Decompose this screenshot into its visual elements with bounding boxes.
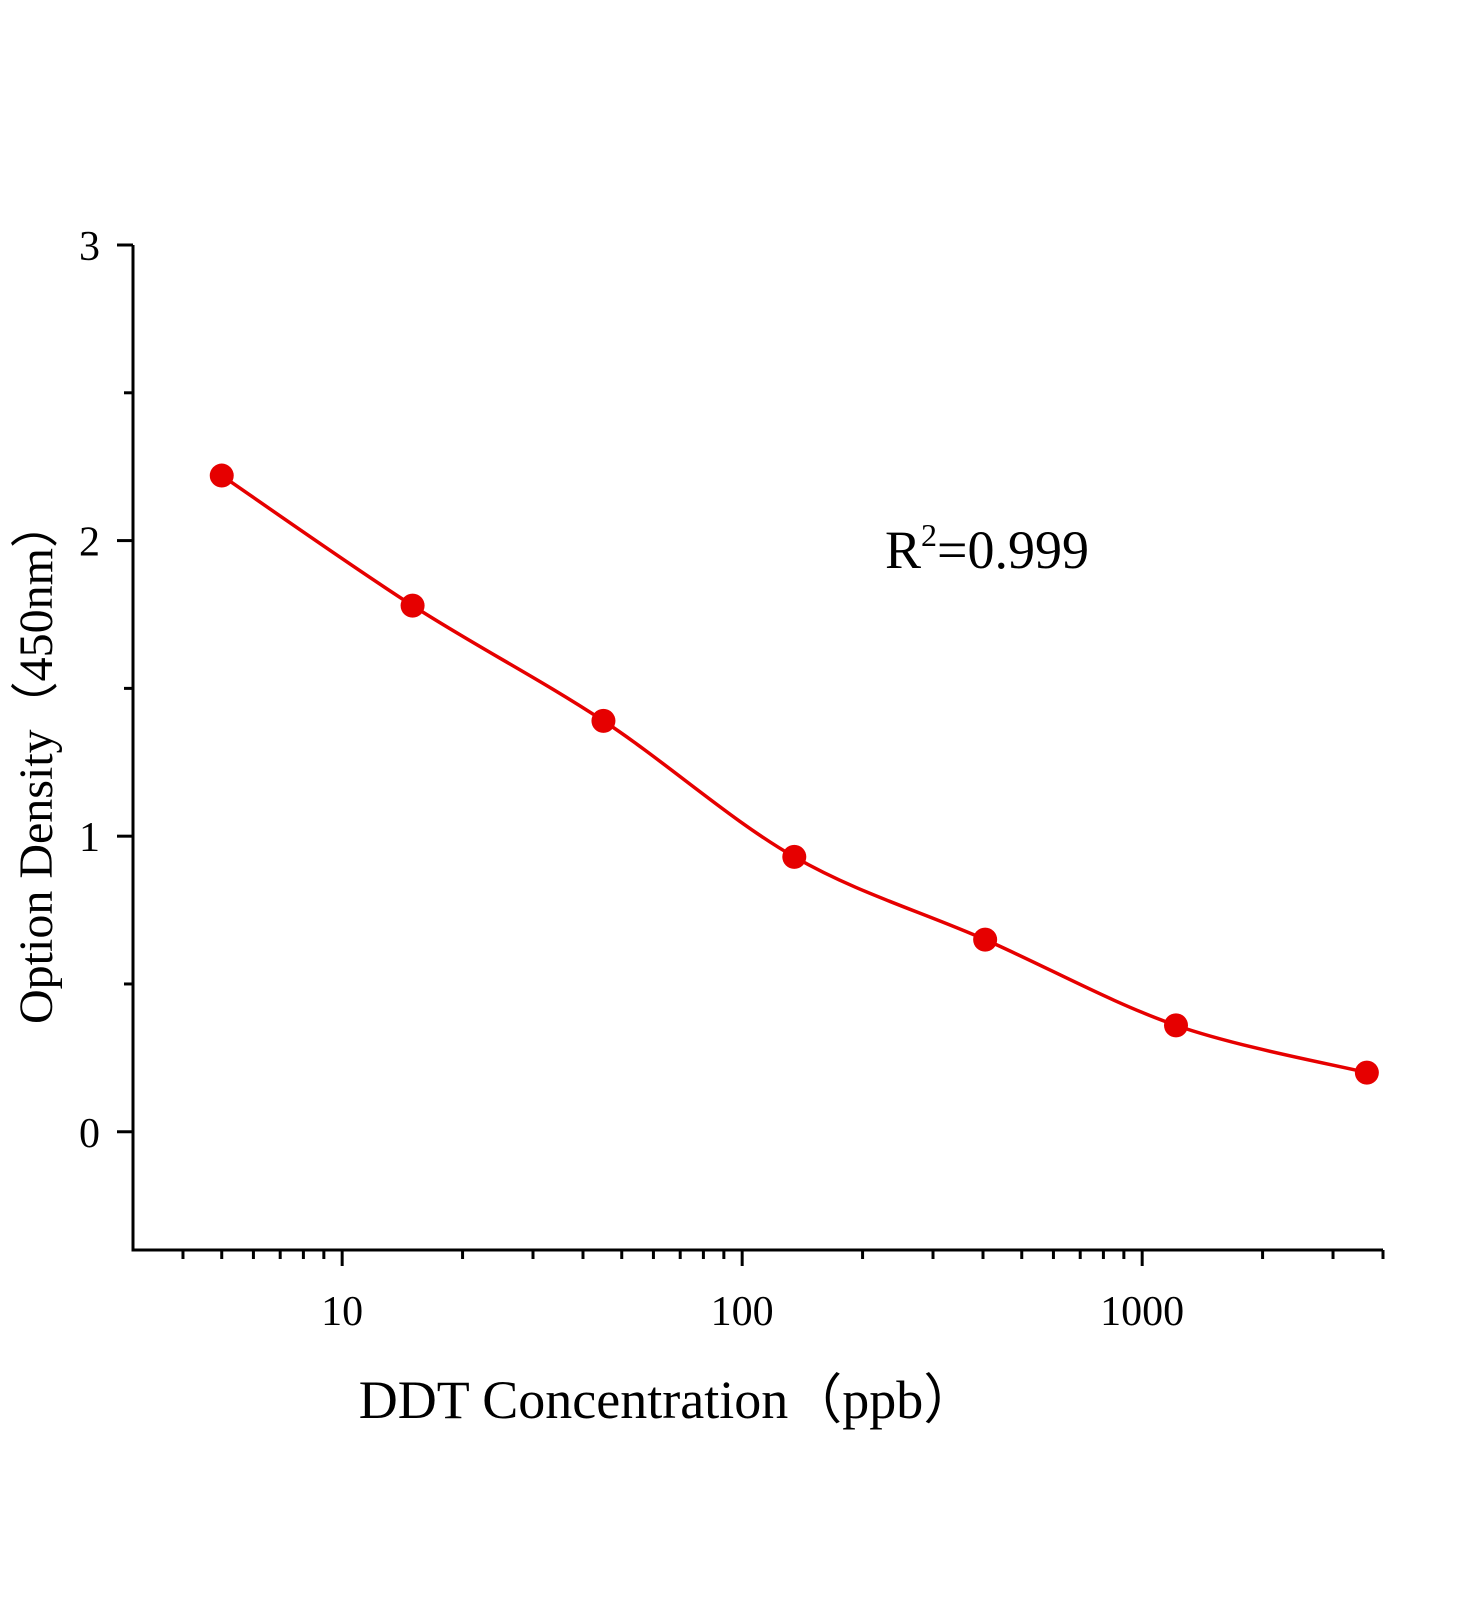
y-tick-label: 2 — [79, 520, 100, 566]
x-tick-label: 100 — [711, 1289, 774, 1335]
annotation-superscript: 2 — [921, 517, 937, 553]
x-tick-label: 1000 — [1100, 1289, 1184, 1335]
x-axis-label: DDT Concentration（ppb） — [359, 1370, 977, 1430]
x-tick-label: 10 — [321, 1289, 363, 1335]
annotation-base: R — [885, 520, 921, 580]
data-point — [591, 708, 616, 733]
data-point — [209, 463, 234, 488]
y-tick-label: 3 — [79, 224, 100, 270]
annotation: R2=0.999 — [885, 517, 1089, 580]
data-point — [1354, 1060, 1379, 1085]
annotation-text: =0.999 — [937, 520, 1089, 580]
data-point — [1164, 1013, 1189, 1038]
data-point — [973, 927, 998, 952]
data-point — [400, 593, 425, 618]
data-point — [782, 844, 807, 869]
y-tick-label: 0 — [79, 1111, 100, 1157]
fit-curve — [220, 474, 1368, 1075]
y-axis-label: Option Density（450nm） — [10, 500, 63, 1024]
y-tick-label: 1 — [79, 815, 100, 861]
